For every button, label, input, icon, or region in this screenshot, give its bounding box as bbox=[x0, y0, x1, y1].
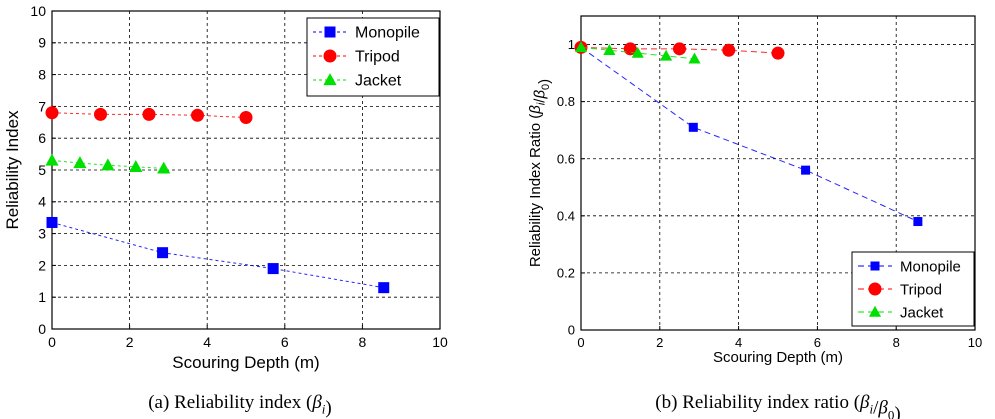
x-tick-label: 2 bbox=[656, 335, 663, 350]
y-tick-label: 9 bbox=[38, 35, 46, 51]
data-point bbox=[142, 107, 156, 121]
series-jacket bbox=[45, 153, 171, 174]
legend-label: Tripod bbox=[900, 281, 942, 298]
legend-label: Monopile bbox=[900, 258, 961, 275]
series-monopile bbox=[46, 216, 390, 294]
data-point bbox=[623, 42, 637, 56]
data-point bbox=[101, 158, 115, 171]
y-tick-label: 5 bbox=[38, 162, 46, 178]
data-point bbox=[45, 106, 59, 120]
data-point bbox=[603, 43, 616, 55]
x-tick-label: 6 bbox=[281, 334, 289, 350]
data-point bbox=[801, 165, 811, 175]
y-tick-label: 6 bbox=[38, 130, 46, 146]
x-tick-label: 0 bbox=[577, 335, 584, 350]
y-axis-label: Reliability Index bbox=[3, 110, 22, 230]
legend: Monopile Tripod Jacket bbox=[851, 251, 975, 327]
x-tick-label: 0 bbox=[48, 334, 56, 350]
data-point bbox=[157, 161, 171, 174]
y-tick-label: 1 bbox=[38, 289, 46, 305]
series-tripod bbox=[45, 106, 253, 125]
series-tripod bbox=[574, 40, 785, 60]
y-tick-label: 3 bbox=[38, 226, 46, 242]
data-point bbox=[45, 153, 59, 166]
data-point bbox=[688, 52, 701, 64]
legend-marker-triangle bbox=[323, 73, 337, 86]
data-point bbox=[631, 46, 644, 58]
y-tick-label: 0 bbox=[38, 321, 46, 337]
x-tick-label: 4 bbox=[203, 334, 211, 350]
data-point bbox=[378, 282, 390, 294]
series-line bbox=[580, 46, 695, 60]
y-tick-label: 7 bbox=[38, 98, 46, 114]
figure-caption: (a) Reliability index (βi) bbox=[148, 392, 332, 419]
data-point bbox=[157, 247, 169, 259]
y-tick-label: 0.6 bbox=[557, 151, 575, 166]
legend-label: Monopile bbox=[355, 25, 420, 42]
legend-marker-triangle bbox=[868, 305, 882, 317]
y-tick-label: 0.2 bbox=[557, 265, 575, 280]
data-point bbox=[771, 46, 785, 60]
chart-b: 0 2 4 6 8 10 0 0.2 0.4 0.6 0.8 1 Scouring Depth (m) R… bbox=[527, 15, 982, 419]
legend-marker-circle bbox=[868, 282, 882, 296]
series-jacket bbox=[574, 41, 701, 64]
series-line bbox=[580, 46, 779, 54]
x-tick-label: 10 bbox=[968, 335, 982, 350]
y-tick-label: 8 bbox=[38, 67, 46, 83]
x-axis-label: Scouring Depth (m) bbox=[172, 353, 319, 372]
data-point bbox=[191, 108, 204, 122]
x-tick-label: 8 bbox=[359, 334, 367, 350]
x-tick-label: 10 bbox=[432, 334, 448, 350]
data-point bbox=[129, 159, 143, 172]
data-point bbox=[46, 216, 58, 228]
y-tick-label: 1 bbox=[568, 37, 575, 52]
data-point bbox=[660, 49, 673, 61]
x-tick-label: 4 bbox=[735, 335, 742, 350]
series-line bbox=[51, 221, 384, 289]
figure-caption: (b) Reliability index ratio (βi/β0) bbox=[655, 392, 900, 419]
legend-label: Tripod bbox=[355, 49, 400, 66]
x-tick-label: 6 bbox=[814, 335, 821, 350]
data-point bbox=[267, 263, 279, 275]
y-tick-label: 10 bbox=[30, 3, 46, 19]
data-point bbox=[673, 42, 686, 56]
y-tick-label: 0.4 bbox=[557, 208, 575, 223]
y-tick-label: 0 bbox=[568, 323, 575, 338]
legend-label: Jacket bbox=[900, 304, 944, 321]
x-tick-label: 8 bbox=[893, 335, 900, 350]
chart-a: 0 2 4 6 8 10 0 1 2 3 4 5 6 7 8 9 10 Scouring Depth (m) Rel… bbox=[3, 3, 448, 419]
y-tick-label: 4 bbox=[38, 194, 46, 210]
x-axis-label: Scouring Depth (m) bbox=[713, 349, 843, 366]
legend: Monopile Tripod Jacket bbox=[306, 17, 440, 97]
data-point bbox=[574, 41, 588, 53]
legend-marker-circle bbox=[323, 49, 337, 63]
axes-box bbox=[580, 15, 976, 331]
x-tick-label: 2 bbox=[126, 334, 134, 350]
grid bbox=[581, 16, 975, 330]
y-tick-label: 2 bbox=[38, 257, 46, 273]
y-axis-label: Reliability Index Ratio (βi/β0) bbox=[527, 79, 553, 267]
data-point bbox=[73, 156, 87, 169]
data-point bbox=[688, 122, 698, 132]
legend-marker-square bbox=[324, 26, 336, 38]
data-point bbox=[913, 217, 923, 227]
y-tick-label: 0.8 bbox=[557, 94, 575, 109]
grid bbox=[52, 11, 440, 329]
legend-label: Jacket bbox=[355, 73, 402, 90]
data-point bbox=[239, 111, 253, 125]
data-point bbox=[94, 107, 107, 121]
legend-marker-square bbox=[870, 261, 880, 271]
data-point bbox=[722, 43, 736, 57]
